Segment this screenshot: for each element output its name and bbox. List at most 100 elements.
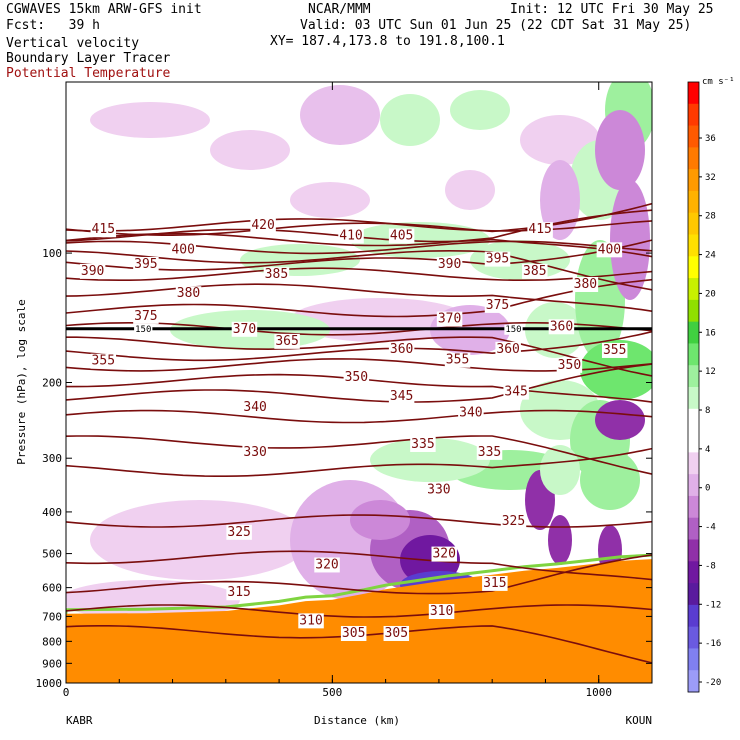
contour-label: 345	[504, 385, 527, 400]
colorbar-swatch	[688, 430, 699, 453]
contour-label: 395	[134, 257, 157, 272]
contour-label: 340	[243, 400, 266, 415]
w-region	[350, 222, 490, 258]
contour-label: 400	[598, 242, 621, 257]
contour-label: 345	[390, 389, 413, 404]
colorbar-swatch	[688, 234, 699, 257]
y-axis-label: Pressure (hPa), log scale	[15, 299, 28, 465]
level-150-label: 150	[135, 325, 151, 335]
w-region	[290, 298, 470, 342]
contour-label: 380	[574, 277, 597, 292]
x-axis-label: Distance (km)	[314, 714, 400, 727]
colorbar-swatch	[688, 278, 699, 301]
colorbar-label: 4	[705, 445, 710, 455]
level-150-label: 150	[505, 325, 521, 335]
contour-label-bg	[484, 251, 511, 267]
colorbar-swatch	[688, 299, 699, 323]
contour-label: 325	[502, 514, 525, 529]
forecast-hour: Fcst: 39 h	[6, 18, 100, 33]
theta-contour	[66, 514, 652, 528]
contour-label: 355	[603, 343, 626, 358]
colorbar-label: 12	[705, 367, 716, 377]
colorbar-swatch	[688, 583, 699, 606]
colorbar-swatch	[688, 365, 699, 388]
contour-label-bg	[298, 613, 324, 629]
contour-label: 315	[483, 576, 506, 591]
contour-label-bg	[388, 341, 415, 357]
w-region	[580, 450, 640, 510]
contour-label-bg	[340, 625, 367, 641]
field-vertical-velocity: Vertical velocity	[6, 36, 140, 51]
contour-label: 310	[299, 613, 322, 628]
theta-contour	[66, 447, 652, 477]
w-region	[580, 340, 652, 400]
contour-label: 350	[558, 358, 581, 373]
theta-contour	[66, 249, 652, 291]
contour-label-bg	[242, 444, 268, 460]
theta-contour	[66, 604, 652, 618]
contour-label-bg	[572, 276, 599, 292]
contour-label-bg	[556, 357, 583, 373]
colorbar-swatch	[688, 256, 699, 279]
w-region	[210, 130, 290, 170]
contour-label-bg	[431, 546, 457, 562]
colorbar-swatch	[688, 561, 699, 584]
contour-label-bg	[482, 575, 508, 591]
y-tick-label: 100	[42, 247, 62, 260]
colorbar-label: -12	[705, 600, 721, 610]
contour-label-bg	[343, 369, 370, 385]
colorbar-label: -16	[705, 639, 721, 649]
theta-contour	[66, 239, 652, 271]
theta-contour	[66, 278, 652, 318]
contour-label: 380	[177, 286, 200, 301]
contour-label-bg	[548, 319, 575, 335]
colorbar-label: 8	[705, 406, 710, 416]
colorbar-swatch	[688, 147, 699, 170]
colorbar-swatch	[688, 517, 699, 540]
contour-label-bg	[314, 557, 340, 573]
contour-label-bg	[428, 603, 455, 619]
theta-contour	[66, 363, 652, 403]
colorbar-swatch	[688, 82, 699, 105]
colorbar-swatch	[688, 125, 699, 148]
contour-label: 390	[81, 264, 104, 279]
contour-label: 320	[432, 547, 455, 562]
contour-label: 310	[430, 604, 453, 619]
contour-label-bg	[226, 585, 252, 601]
colorbar-unit: cm s⁻¹	[702, 77, 735, 87]
theta-contour	[66, 550, 652, 581]
endpoint-left-label: KABR	[66, 714, 93, 727]
level-150-label-bg	[504, 324, 523, 335]
colorbar-swatch	[688, 604, 699, 628]
contour-label: 360	[496, 342, 519, 357]
contour-label-bg	[226, 524, 252, 540]
colorbar-label: -8	[705, 561, 716, 571]
contour-label-bg	[444, 352, 471, 368]
colorbar-label: 0	[705, 484, 710, 494]
contour-label-bg	[338, 228, 364, 244]
contour-label: 410	[339, 228, 362, 243]
contour-label-bg	[79, 263, 106, 279]
contour-label-bg	[601, 342, 628, 358]
contour-label: 395	[486, 252, 509, 267]
contour-label-bg	[484, 297, 511, 313]
colorbar-swatch	[688, 190, 699, 214]
w-region	[90, 500, 310, 580]
y-tick-label: 900	[42, 657, 62, 670]
contour-label-bg	[388, 389, 415, 405]
contour-label: 385	[265, 267, 288, 282]
vertical-velocity-field	[66, 82, 652, 620]
contour-label: 405	[390, 228, 413, 243]
colorbar-swatch	[688, 169, 699, 192]
contour-label: 375	[134, 309, 157, 324]
colorbar-swatch	[688, 212, 699, 235]
theta-contour	[66, 554, 652, 595]
contour-label-bg	[90, 353, 117, 369]
contour-label: 390	[438, 257, 461, 272]
model-run-title: CGWAVES 15km ARW-GFS init	[6, 2, 202, 17]
w-region	[370, 438, 490, 482]
endpoint-right-label: KOUN	[626, 714, 653, 727]
contour-label: 370	[438, 312, 461, 327]
contour-label: 400	[171, 242, 194, 257]
